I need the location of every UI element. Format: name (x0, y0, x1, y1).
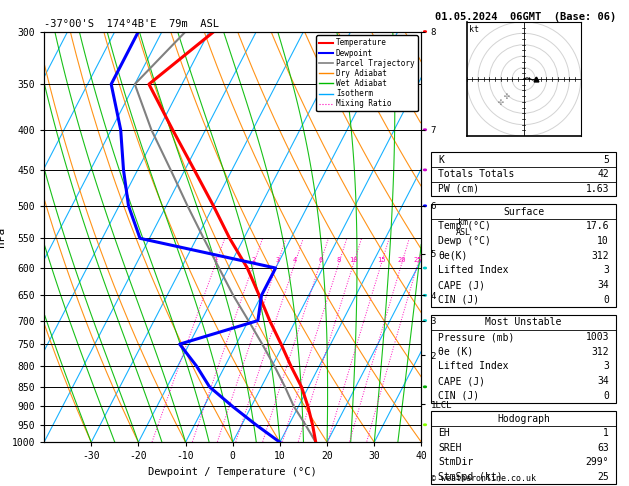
Text: Pressure (mb): Pressure (mb) (438, 332, 515, 342)
Text: Totals Totals: Totals Totals (438, 169, 515, 179)
Text: ✣: ✣ (498, 97, 504, 107)
Text: © weatheronline.co.uk: © weatheronline.co.uk (431, 474, 536, 483)
Text: 3: 3 (603, 265, 609, 276)
Text: -37°00'S  174°4B'E  79m  ASL: -37°00'S 174°4B'E 79m ASL (44, 19, 219, 30)
Text: 25: 25 (598, 472, 609, 482)
Text: θe (K): θe (K) (438, 347, 474, 357)
Text: 10: 10 (598, 236, 609, 246)
Text: CAPE (J): CAPE (J) (438, 280, 486, 290)
Text: 1.63: 1.63 (586, 184, 609, 194)
Text: 299°: 299° (586, 457, 609, 468)
Text: ✣: ✣ (504, 91, 509, 101)
Text: Dewp (°C): Dewp (°C) (438, 236, 491, 246)
Text: Hodograph: Hodograph (497, 414, 550, 423)
Text: θe(K): θe(K) (438, 251, 468, 260)
Text: Most Unstable: Most Unstable (486, 317, 562, 328)
Text: 1: 1 (214, 258, 218, 263)
Text: 4: 4 (292, 258, 297, 263)
Text: Lifted Index: Lifted Index (438, 362, 509, 371)
Text: SREH: SREH (438, 443, 462, 453)
Text: Surface: Surface (503, 207, 544, 217)
Text: Lifted Index: Lifted Index (438, 265, 509, 276)
Text: 3: 3 (276, 258, 279, 263)
Text: 3: 3 (603, 362, 609, 371)
Bar (431, 411, 616, 485)
Text: 20: 20 (398, 258, 406, 263)
Text: 0: 0 (603, 391, 609, 401)
Text: kt: kt (469, 25, 479, 35)
Text: 25: 25 (414, 258, 422, 263)
Text: CAPE (J): CAPE (J) (438, 376, 486, 386)
Text: 63: 63 (598, 443, 609, 453)
Text: 10: 10 (349, 258, 358, 263)
Text: 34: 34 (598, 376, 609, 386)
Bar (431, 205, 616, 307)
Text: 0: 0 (603, 295, 609, 305)
X-axis label: Dewpoint / Temperature (°C): Dewpoint / Temperature (°C) (148, 467, 317, 477)
Bar (431, 152, 616, 196)
Text: StmDir: StmDir (438, 457, 474, 468)
Text: 34: 34 (598, 280, 609, 290)
Text: 8: 8 (337, 258, 341, 263)
Text: CIN (J): CIN (J) (438, 295, 479, 305)
Text: CIN (J): CIN (J) (438, 391, 479, 401)
Y-axis label: km
ASL: km ASL (455, 218, 470, 237)
Text: 42: 42 (598, 169, 609, 179)
Text: 17.6: 17.6 (586, 222, 609, 231)
Text: 15: 15 (377, 258, 386, 263)
Text: 6: 6 (318, 258, 322, 263)
Text: 5: 5 (603, 155, 609, 165)
Y-axis label: hPa: hPa (0, 227, 6, 247)
Text: Temp (°C): Temp (°C) (438, 222, 491, 231)
Bar (431, 315, 616, 403)
Text: 312: 312 (591, 347, 609, 357)
Text: 312: 312 (591, 251, 609, 260)
Text: 1: 1 (603, 428, 609, 438)
Text: 2: 2 (252, 258, 256, 263)
Legend: Temperature, Dewpoint, Parcel Trajectory, Dry Adiabat, Wet Adiabat, Isotherm, Mi: Temperature, Dewpoint, Parcel Trajectory… (316, 35, 418, 111)
Text: StmSpd (kt): StmSpd (kt) (438, 472, 503, 482)
Text: PW (cm): PW (cm) (438, 184, 479, 194)
Text: 1003: 1003 (586, 332, 609, 342)
Text: K: K (438, 155, 444, 165)
Text: 01.05.2024  06GMT  (Base: 06): 01.05.2024 06GMT (Base: 06) (435, 12, 616, 22)
Text: EH: EH (438, 428, 450, 438)
